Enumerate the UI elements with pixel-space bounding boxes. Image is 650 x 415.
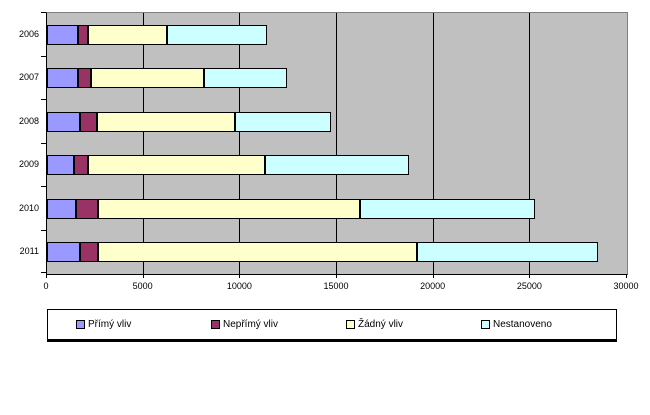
bar-segment-2010-series-3[interactable] <box>360 198 536 219</box>
x-axis-tick <box>336 274 337 278</box>
gridline <box>142 13 144 274</box>
bar-segment-2009-series-2[interactable] <box>87 155 266 176</box>
bar-segment-2006-series-3[interactable] <box>166 24 268 45</box>
plot-area <box>46 12 628 275</box>
bar-segment-2010-series-0[interactable] <box>47 198 76 219</box>
legend-swatch-icon <box>346 320 355 329</box>
y-axis-tick <box>41 12 46 13</box>
bar-row-2007 <box>47 57 627 101</box>
stacked-bar-2007 <box>47 68 287 89</box>
y-axis-tick <box>41 142 46 144</box>
bar-segment-2011-series-0[interactable] <box>47 242 80 263</box>
y-axis-tick <box>41 55 46 57</box>
bar-segment-2010-series-2[interactable] <box>98 198 361 219</box>
bar-segment-2009-series-1[interactable] <box>74 155 88 176</box>
bar-segment-2007-series-2[interactable] <box>91 68 204 89</box>
bar-segment-2011-series-3[interactable] <box>417 242 598 263</box>
x-axis-tick <box>46 274 47 278</box>
y-axis-tick <box>41 272 46 273</box>
bar-row-2008 <box>47 100 627 144</box>
y-axis-label-2007: 2007 <box>18 72 39 83</box>
x-axis-tick-label: 0 <box>43 281 49 291</box>
bar-row-2006 <box>47 13 627 57</box>
y-axis-label-2010: 2010 <box>18 202 39 213</box>
bar-row-2009 <box>47 144 627 188</box>
y-axis-tick <box>41 99 46 100</box>
x-axis-tick-label: 20000 <box>420 281 446 291</box>
bar-segment-2009-series-0[interactable] <box>47 155 75 176</box>
y-axis-label-2008: 2008 <box>18 115 39 126</box>
gridline <box>529 13 531 274</box>
x-axis-tick <box>432 274 434 278</box>
y-axis-tick <box>41 229 46 231</box>
legend-item-2[interactable]: Žádný vliv <box>346 319 481 330</box>
bar-segment-2006-series-0[interactable] <box>47 24 78 45</box>
bar-row-2011 <box>47 231 627 275</box>
legend[interactable]: Přímý vliv Nepřímý vliv Žádný vliv Nestanov… <box>47 309 617 342</box>
x-axis-tick-label: 15000 <box>323 281 349 291</box>
bar-segment-2008-series-2[interactable] <box>97 111 235 132</box>
bar-segment-2009-series-3[interactable] <box>265 155 409 176</box>
bar-segment-2008-series-3[interactable] <box>234 111 332 132</box>
x-axis-tick <box>239 274 241 278</box>
legend-swatch-icon <box>211 320 220 329</box>
x-axis-tick-label: 10000 <box>226 281 252 291</box>
bar-segment-2007-series-3[interactable] <box>203 68 287 89</box>
bar-segment-2007-series-0[interactable] <box>47 68 78 89</box>
legend-item-0[interactable]: Přímý vliv <box>76 319 211 330</box>
bar-segment-2006-series-1[interactable] <box>77 24 88 45</box>
bar-segment-2007-series-1[interactable] <box>77 68 92 89</box>
legend-label: Nestanoveno <box>493 319 552 330</box>
bar-segment-2006-series-2[interactable] <box>87 24 167 45</box>
gridline <box>336 13 337 274</box>
legend-swatch-icon <box>76 320 85 329</box>
y-axis-tick <box>41 186 46 187</box>
bar-segment-2008-series-1[interactable] <box>79 111 98 132</box>
legend-swatch-icon <box>481 320 490 329</box>
y-axis-label-2009: 2009 <box>18 159 39 170</box>
stacked-bar-2010 <box>47 198 536 219</box>
x-axis-tick <box>529 274 531 278</box>
stacked-bar-2006 <box>47 24 268 45</box>
stacked-bar-2011 <box>47 242 598 263</box>
stacked-bar-2009 <box>47 155 409 176</box>
y-axis-label-2006: 2006 <box>18 28 39 39</box>
legend-label: Nepřímý vliv <box>223 319 279 330</box>
legend-item-3[interactable]: Nestanoveno <box>481 319 616 330</box>
x-axis-tick-label: 5000 <box>132 281 153 291</box>
y-axis-label-2011: 2011 <box>19 246 39 257</box>
x-axis-tick-label: 25000 <box>516 281 542 291</box>
bar-segment-2011-series-2[interactable] <box>98 242 418 263</box>
gridline <box>432 13 434 274</box>
x-axis-tick-label: 30000 <box>613 281 639 291</box>
stacked-bar-2008 <box>47 111 332 132</box>
x-axis-tick <box>626 274 627 278</box>
bar-row-2010 <box>47 187 627 231</box>
bar-segment-2010-series-1[interactable] <box>76 198 99 219</box>
gridline <box>239 13 241 274</box>
legend-label: Přímý vliv <box>88 319 132 330</box>
legend-item-1[interactable]: Nepřímý vliv <box>211 319 346 330</box>
x-axis-tick <box>142 274 144 278</box>
legend-label: Žádný vliv <box>358 319 404 330</box>
bar-segment-2008-series-0[interactable] <box>47 111 80 132</box>
bar-segment-2011-series-1[interactable] <box>79 242 99 263</box>
